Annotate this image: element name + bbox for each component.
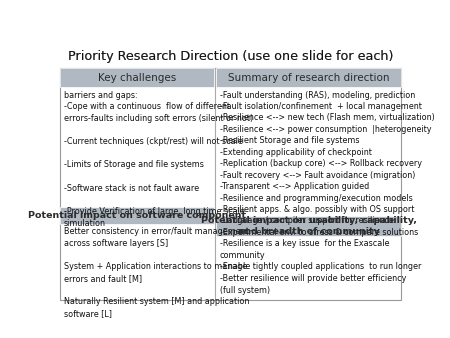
Text: Priority Research Direction (use one slide for each): Priority Research Direction (use one sli… [68, 50, 393, 64]
Text: Priority Research Direction (use one slide for each): Priority Research Direction (use one sli… [68, 50, 393, 64]
Text: -Fault understanding (RAS), modeling, prediction
-Fault isolation/confinement  +: -Fault understanding (RAS), modeling, pr… [220, 91, 435, 237]
Text: Summary of research direction: Summary of research direction [228, 73, 389, 83]
Text: Potential impact on usability, capability,
and breadth of community: Potential impact on usability, capabilit… [201, 216, 417, 236]
Text: Better consistency in error/fault management
across software layers [S]

System : Better consistency in error/fault manage… [64, 227, 249, 318]
Text: Potential impact on software component: Potential impact on software component [28, 211, 246, 220]
Text: barriers and gaps:
-Cope with a continuous  flow of different
errors-faults incl: barriers and gaps: -Cope with a continuo… [64, 91, 253, 228]
Text: Key challenges: Key challenges [98, 73, 176, 83]
FancyBboxPatch shape [60, 207, 214, 224]
Text: Priority Research Direction (use one slide for each): Priority Research Direction (use one sli… [68, 50, 393, 64]
Text: -Resilience is a key issue  for the Exascale
community
-Enable tightly coupled a: -Resilience is a key issue for the Exasc… [220, 239, 421, 294]
FancyBboxPatch shape [216, 68, 401, 88]
FancyBboxPatch shape [60, 68, 214, 88]
FancyBboxPatch shape [216, 216, 401, 236]
